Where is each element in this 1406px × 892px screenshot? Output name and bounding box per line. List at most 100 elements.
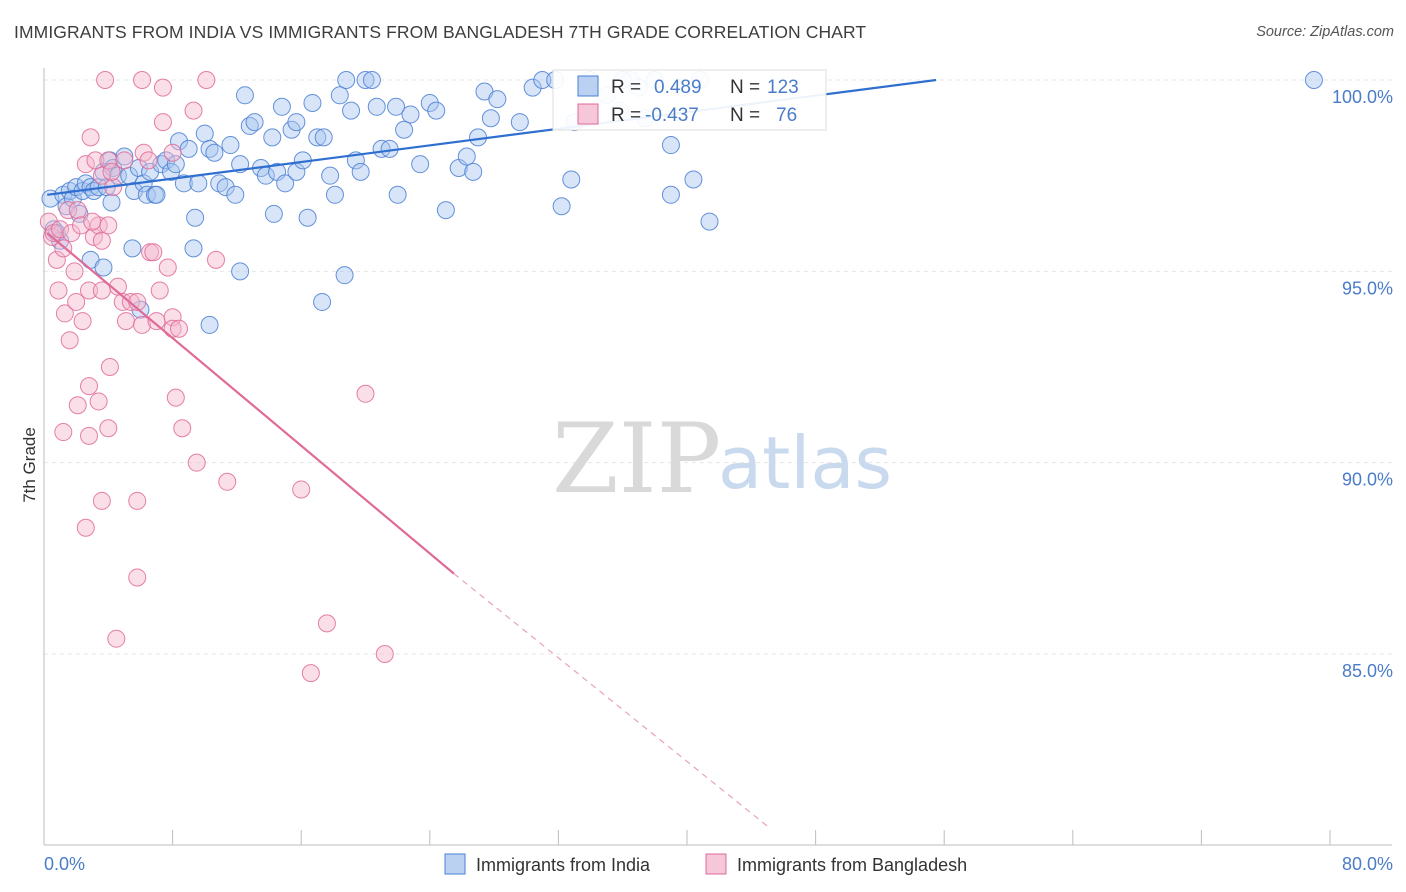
bangladesh-point-7 xyxy=(62,224,81,243)
india-point-87 xyxy=(436,201,455,220)
bangladesh-point-54 xyxy=(54,423,73,442)
y-tick-label-2: 95.0% xyxy=(1342,278,1393,298)
bangladesh-point-47 xyxy=(96,71,115,89)
india-point-93 xyxy=(481,109,500,128)
india-point-97 xyxy=(533,71,552,89)
y-axis-label: 7th Grade xyxy=(20,427,39,503)
bangladesh-point-16 xyxy=(80,281,99,300)
stats-bangladesh-r-value: -0.437 xyxy=(645,105,699,126)
bangladesh-point-42 xyxy=(139,151,158,170)
india-point-76 xyxy=(401,105,420,124)
watermark-zip: ZIP xyxy=(552,403,721,515)
india-point-19 xyxy=(102,193,121,212)
bangladesh-point-51 xyxy=(80,377,99,396)
india-point-68 xyxy=(351,162,370,181)
bangladesh-point-70 xyxy=(301,664,320,683)
watermark-atlas: atlas xyxy=(718,421,892,505)
stats-india-n-value: 123 xyxy=(767,77,799,98)
india-point-48 xyxy=(245,113,264,132)
bangladesh-point-52 xyxy=(89,392,108,411)
bangladesh-point-72 xyxy=(99,216,118,235)
india-point-80 xyxy=(200,315,219,334)
bangladesh-point-69 xyxy=(375,645,394,663)
india-point-84 xyxy=(411,155,430,174)
bangladesh-point-62 xyxy=(76,518,95,537)
bangladesh-point-41 xyxy=(102,162,121,181)
stats-bangladesh-r-label: R = xyxy=(611,105,641,126)
bangladesh-point-50 xyxy=(100,358,119,376)
india-point-53 xyxy=(272,97,291,116)
bangladesh-point-46 xyxy=(197,71,216,89)
india-point-120 xyxy=(287,113,306,132)
bangladesh-point-22 xyxy=(86,151,105,170)
india-point-77 xyxy=(231,262,250,281)
bangladesh-point-40 xyxy=(115,151,134,170)
india-point-82 xyxy=(335,266,354,285)
bangladesh-point-57 xyxy=(166,388,185,407)
india-point-113 xyxy=(661,185,680,204)
bangladesh-point-19 xyxy=(92,231,111,250)
grid-lines xyxy=(44,79,1392,655)
bangladesh-point-21 xyxy=(81,128,100,147)
stats-india-r-label: R = xyxy=(611,77,641,98)
india-point-70 xyxy=(362,71,381,89)
india-point-118 xyxy=(123,239,142,258)
bangladesh-point-6 xyxy=(59,201,78,220)
bangladesh-point-10 xyxy=(71,216,90,235)
bangladesh-point-58 xyxy=(173,419,192,438)
bangladesh-point-56 xyxy=(99,419,118,438)
india-point-59 xyxy=(303,93,322,112)
y-tick-label-3: 100.0% xyxy=(1332,87,1393,107)
stats-bangladesh-n-label: N = xyxy=(730,105,760,126)
india-point-7 xyxy=(63,189,82,208)
bangladesh-point-60 xyxy=(92,491,111,510)
bangladesh-point-45 xyxy=(184,101,203,120)
bangladesh-point-68 xyxy=(317,614,336,633)
india-point-85 xyxy=(420,93,439,112)
bangladesh-point-31 xyxy=(133,315,152,334)
bangladesh-point-73 xyxy=(83,212,102,231)
india-point-30 xyxy=(157,151,176,170)
india-point-78 xyxy=(313,292,332,311)
stats-legend: R = 0.489 N = 123 R = -0.437 N = 76 xyxy=(552,69,827,131)
india-point-37 xyxy=(189,174,208,193)
india-point-38 xyxy=(195,124,214,143)
bangladesh-point-44 xyxy=(163,143,182,162)
india-point-54 xyxy=(276,174,295,193)
india-point-32 xyxy=(166,155,185,174)
india-point-83 xyxy=(388,185,407,204)
bangladesh-point-20 xyxy=(76,155,95,174)
bangladesh-point-9 xyxy=(68,201,87,220)
series-bangladesh-points xyxy=(39,71,394,683)
india-point-108 xyxy=(661,136,680,155)
india-point-66 xyxy=(342,101,361,120)
series-india-points xyxy=(41,71,1323,334)
bangladesh-point-12 xyxy=(55,304,74,323)
india-point-61 xyxy=(314,128,333,147)
bangladesh-point-38 xyxy=(170,319,189,338)
india-point-46 xyxy=(235,86,254,105)
bangladesh-point-4 xyxy=(51,220,70,239)
bangladesh-point-64 xyxy=(292,480,311,499)
bangladesh-point-59 xyxy=(187,453,206,472)
india-point-112 xyxy=(700,212,719,231)
bangladesh-point-74 xyxy=(144,243,163,262)
india-point-71 xyxy=(367,97,386,116)
india-point-43 xyxy=(221,136,240,155)
bangladesh-point-49 xyxy=(153,78,172,97)
bangladesh-point-63 xyxy=(218,472,237,491)
y-tick-label-0: 85.0% xyxy=(1342,661,1393,681)
bangladesh-point-71 xyxy=(207,250,226,269)
trend-line-bangladesh-extension xyxy=(453,573,768,827)
bangladesh-point-67 xyxy=(107,629,126,648)
bangladesh-point-11 xyxy=(49,281,68,300)
india-point-90 xyxy=(464,162,483,181)
y-tick-label-1: 90.0% xyxy=(1342,470,1393,490)
watermark: ZIP atlas xyxy=(552,403,892,515)
stats-india-n-label: N = xyxy=(730,77,760,98)
legend-india-label: Immigrants from India xyxy=(476,855,651,875)
india-point-100 xyxy=(562,170,581,189)
india-point-65 xyxy=(337,71,356,89)
stats-india-swatch xyxy=(577,75,599,97)
